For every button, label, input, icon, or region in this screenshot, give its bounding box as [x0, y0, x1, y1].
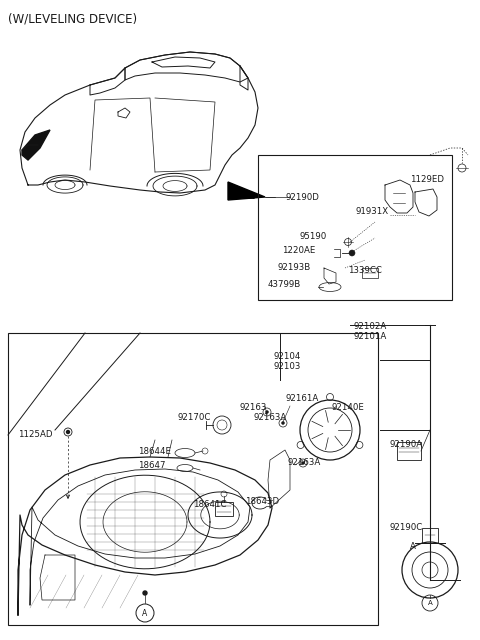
Text: 92101A: 92101A [353, 332, 386, 341]
Text: 92190A: 92190A [390, 440, 423, 449]
Text: 18644E: 18644E [138, 447, 171, 456]
Text: 92193B: 92193B [278, 263, 311, 272]
Text: 92190D: 92190D [285, 193, 319, 202]
Circle shape [143, 591, 147, 595]
Circle shape [67, 431, 70, 433]
Text: 1339CC: 1339CC [348, 266, 382, 275]
Text: 18643D: 18643D [245, 497, 279, 506]
Text: 18647: 18647 [138, 461, 166, 470]
Text: 92170C: 92170C [177, 413, 210, 422]
Circle shape [349, 250, 355, 256]
Bar [422, 528, 438, 543]
Circle shape [281, 422, 285, 424]
Text: (W/LEVELING DEVICE): (W/LEVELING DEVICE) [8, 12, 137, 25]
Text: 1129ED: 1129ED [410, 175, 444, 184]
Text: 18641C: 18641C [193, 500, 227, 509]
Text: 1125AD: 1125AD [18, 430, 52, 439]
Text: 92190C: 92190C [390, 523, 423, 532]
Text: 43799B: 43799B [268, 280, 301, 289]
Text: 92104: 92104 [273, 352, 300, 361]
Circle shape [265, 410, 268, 413]
Text: A: A [410, 542, 416, 551]
Text: 92102A: 92102A [353, 322, 386, 331]
Bar [397, 442, 421, 460]
Bar [258, 155, 452, 300]
Polygon shape [22, 130, 50, 160]
Text: 92161A: 92161A [285, 394, 318, 403]
Text: A: A [428, 600, 432, 606]
Bar [362, 268, 378, 278]
Text: 92163A: 92163A [253, 413, 286, 422]
Text: 92140E: 92140E [332, 403, 365, 412]
Text: A: A [143, 609, 148, 618]
Text: 92163A: 92163A [288, 458, 321, 467]
Circle shape [301, 461, 304, 465]
Text: 92163: 92163 [240, 403, 267, 412]
Text: 91931X: 91931X [355, 207, 388, 216]
Bar [8, 333, 378, 625]
Text: 95190: 95190 [300, 232, 327, 241]
Text: 92103: 92103 [273, 362, 300, 371]
Bar [215, 502, 233, 516]
Polygon shape [228, 182, 265, 200]
Text: 1220AE: 1220AE [282, 246, 315, 255]
